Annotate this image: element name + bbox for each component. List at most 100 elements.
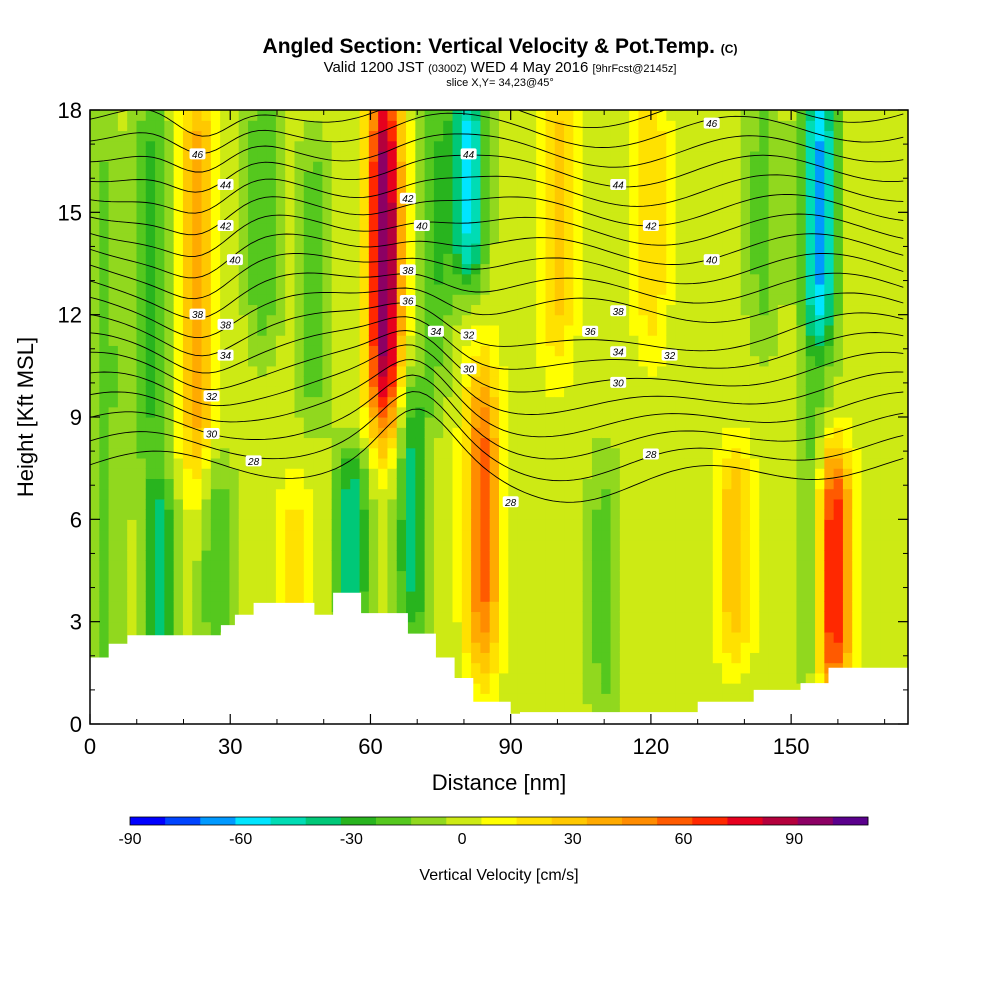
- velocity-cell: [331, 232, 342, 244]
- velocity-cell: [285, 345, 296, 357]
- velocity-cell: [164, 120, 175, 132]
- velocity-cell: [387, 181, 398, 193]
- velocity-cell: [164, 212, 175, 224]
- velocity-cell: [471, 590, 482, 602]
- velocity-cell: [582, 457, 593, 469]
- velocity-cell: [471, 304, 482, 316]
- velocity-cell: [480, 621, 491, 633]
- velocity-cell: [852, 314, 863, 326]
- velocity-cell: [759, 601, 770, 613]
- velocity-cell: [127, 621, 138, 633]
- velocity-cell: [657, 478, 667, 490]
- velocity-cell: [573, 509, 584, 520]
- velocity-cell: [573, 335, 584, 346]
- velocity-cell: [731, 222, 742, 234]
- velocity-cell: [340, 406, 351, 418]
- velocity-cell: [657, 703, 667, 715]
- velocity-cell: [285, 437, 296, 449]
- velocity-cell: [90, 273, 100, 285]
- velocity-cell: [480, 539, 491, 551]
- velocity-cell: [248, 560, 258, 572]
- velocity-cell: [266, 386, 277, 398]
- velocity-cell: [201, 283, 212, 295]
- velocity-cell: [573, 263, 584, 275]
- velocity-cell: [415, 324, 426, 336]
- velocity-cell: [155, 304, 165, 316]
- velocity-cell: [573, 683, 584, 694]
- velocity-cell: [210, 611, 221, 623]
- velocity-cell: [675, 161, 686, 172]
- velocity-cell: [573, 570, 584, 582]
- velocity-cell: [749, 570, 760, 582]
- velocity-cell: [164, 550, 175, 561]
- velocity-cell: [517, 181, 528, 193]
- velocity-cell: [777, 161, 788, 172]
- velocity-cell: [424, 273, 435, 285]
- velocity-cell: [201, 120, 212, 132]
- velocity-cell: [564, 662, 574, 674]
- velocity-cell: [396, 202, 407, 213]
- velocity-cell: [796, 468, 807, 479]
- velocity-cell: [684, 191, 695, 203]
- velocity-cell: [489, 110, 500, 121]
- velocity-cell: [415, 509, 426, 520]
- velocity-cell: [582, 304, 593, 316]
- velocity-cell: [638, 273, 649, 285]
- velocity-cell: [313, 468, 323, 479]
- velocity-cell: [145, 529, 156, 541]
- velocity-cell: [749, 243, 760, 254]
- velocity-cell: [694, 273, 705, 285]
- velocity-cell: [824, 263, 835, 275]
- velocity-cell: [824, 324, 835, 336]
- velocity-cell: [824, 437, 835, 449]
- velocity-cell: [461, 642, 472, 653]
- velocity-cell: [303, 273, 314, 285]
- velocity-cell: [452, 140, 463, 152]
- velocity-cell: [155, 590, 165, 602]
- velocity-cell: [303, 580, 314, 592]
- velocity-cell: [619, 130, 630, 142]
- velocity-cell: [443, 601, 454, 613]
- velocity-cell: [294, 437, 305, 449]
- velocity-cell: [536, 611, 547, 623]
- velocity-cell: [471, 693, 482, 705]
- velocity-cell: [564, 406, 574, 418]
- velocity-cell: [601, 283, 612, 295]
- velocity-cell: [787, 519, 798, 531]
- velocity-cell: [796, 601, 807, 613]
- velocity-cell: [294, 140, 305, 152]
- velocity-cell: [340, 314, 351, 326]
- velocity-cell: [796, 631, 807, 643]
- velocity-cell: [657, 212, 667, 224]
- velocity-cell: [768, 110, 779, 121]
- velocity-cell: [517, 488, 528, 500]
- velocity-cell: [313, 150, 323, 162]
- velocity-cell: [443, 396, 454, 408]
- velocity-cell: [127, 601, 138, 613]
- velocity-cell: [322, 181, 333, 193]
- velocity-cell: [601, 550, 612, 561]
- velocity-cell: [136, 457, 147, 469]
- velocity-cell: [99, 580, 110, 592]
- velocity-cell: [443, 130, 454, 142]
- velocity-cell: [322, 110, 333, 121]
- velocity-cell: [536, 396, 547, 408]
- velocity-cell: [731, 273, 742, 285]
- velocity-cell: [99, 529, 110, 541]
- velocity-cell: [573, 427, 584, 439]
- velocity-cell: [712, 335, 723, 346]
- velocity-cell: [536, 570, 547, 582]
- velocity-cell: [275, 376, 286, 387]
- velocity-cell: [805, 580, 816, 592]
- velocity-cell: [173, 314, 184, 326]
- velocity-cell: [350, 253, 361, 265]
- velocity-cell: [629, 294, 640, 306]
- velocity-cell: [387, 222, 398, 234]
- velocity-cell: [573, 314, 584, 326]
- velocity-cell: [694, 672, 705, 684]
- velocity-cell: [833, 529, 844, 541]
- velocity-cell: [136, 243, 147, 254]
- velocity-cell: [127, 376, 138, 387]
- velocity-cell: [350, 447, 361, 459]
- velocity-cell: [582, 519, 593, 531]
